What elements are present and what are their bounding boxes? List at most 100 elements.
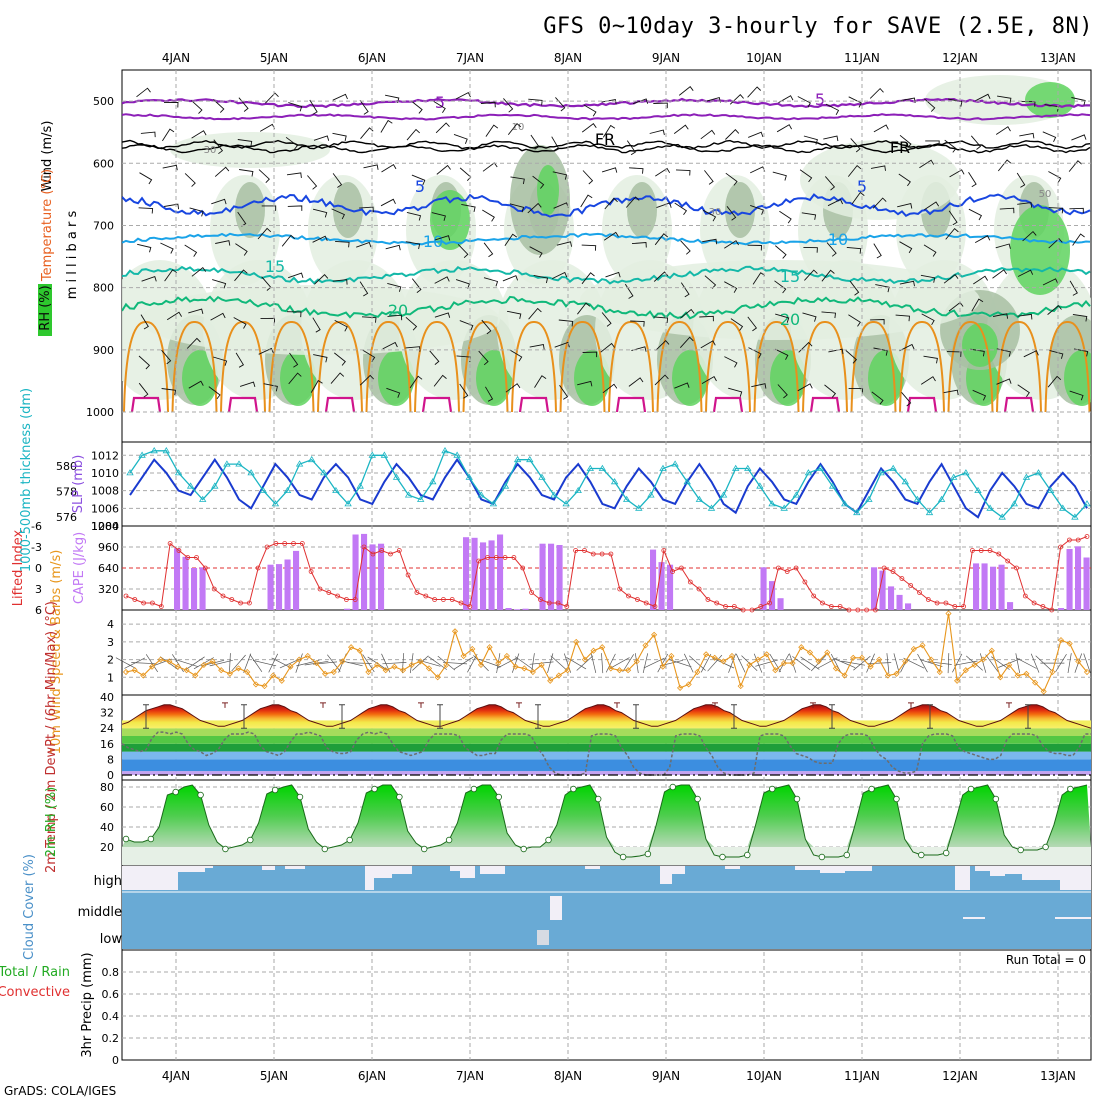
- wind10-barb: [979, 653, 987, 673]
- wind10-barb: [688, 655, 706, 671]
- wind-barb: [503, 98, 514, 113]
- wind10-barb: [833, 658, 856, 669]
- wind-barb: [1092, 377, 1100, 384]
- isotherm-line: [122, 97, 1091, 109]
- temp-axis-title: Temperature (°C): [40, 169, 55, 282]
- wind-barb: [602, 124, 616, 138]
- thickness-axis-title: 1000-500mb thickness (dm): [19, 388, 34, 572]
- thickness-marker: [477, 491, 486, 498]
- temperature-plot: [121, 702, 1092, 776]
- lifted-index-marker: [952, 604, 958, 609]
- cloud-low-bar: [537, 930, 549, 945]
- wind10-barb: [115, 657, 137, 669]
- wind10-marker: [590, 647, 597, 654]
- wind10-marker: [270, 672, 277, 679]
- isotherm-line: [122, 265, 1091, 285]
- wind-barb: [772, 171, 787, 181]
- wind-barb: [828, 348, 844, 355]
- wind-barb: [649, 129, 665, 136]
- wind-barb: [849, 280, 860, 296]
- wind-barb: [558, 319, 574, 327]
- thickness-marker: [126, 469, 134, 476]
- lifted-index-marker: [432, 597, 438, 602]
- wind-barb: [528, 98, 543, 106]
- wind-barb: [485, 124, 499, 137]
- wind10-marker: [564, 667, 571, 674]
- li-tick: -6: [31, 520, 42, 533]
- wind10-barb: [478, 658, 501, 668]
- temp-tick: 40: [100, 691, 114, 704]
- wind10-barb: [172, 654, 184, 673]
- wind-barb: [1017, 384, 1030, 397]
- wind-barb: [405, 241, 421, 250]
- wind-barb: [160, 242, 174, 254]
- wind-barb: [559, 384, 569, 400]
- wind10-barb: [998, 658, 1021, 668]
- wind-barb: [309, 99, 318, 115]
- wind10-marker: [850, 654, 857, 661]
- minmax-whisker: [535, 704, 541, 729]
- isotherm-25-arch: [850, 321, 897, 412]
- wind-barb: [700, 340, 716, 349]
- lifted-index-marker: [555, 600, 561, 606]
- thickness-marker: [937, 495, 946, 502]
- wind-barb: [1048, 207, 1064, 214]
- lifted-index-marker: [767, 600, 772, 606]
- wind10-marker: [486, 644, 493, 651]
- lifted-index-marker: [943, 600, 949, 606]
- lifted-index-marker: [370, 551, 376, 557]
- wind-barb: [626, 140, 636, 156]
- lifted-index-marker: [582, 548, 587, 553]
- minmax-whisker: [320, 702, 326, 708]
- rh2m-marker: [694, 795, 701, 803]
- wind-barb: [993, 313, 1009, 319]
- cloud-high-bar: [374, 866, 392, 878]
- cloud-high-bar: [1022, 866, 1060, 880]
- temp-band: [122, 728, 1091, 736]
- slp-tick: 1008: [91, 485, 119, 498]
- wind10-marker: [503, 652, 510, 660]
- rh-shade: [280, 350, 316, 406]
- cape-bar: [556, 545, 563, 610]
- isotherm-line: [122, 143, 1091, 154]
- wind10-barb: [841, 660, 866, 666]
- wind-barb: [332, 132, 347, 141]
- wind10-marker: [858, 654, 865, 661]
- thickness-marker: [804, 469, 813, 476]
- wind-barb: [923, 244, 937, 257]
- thickness-marker: [465, 473, 473, 480]
- wind-barb: [631, 242, 647, 248]
- rh2m-marker: [943, 849, 950, 857]
- rh2m-marker: [868, 785, 875, 793]
- wind-barb: [161, 349, 172, 365]
- rh2m-marker: [793, 795, 801, 803]
- cape-tick: 1280: [91, 520, 119, 533]
- rh-shade: [235, 182, 265, 238]
- cape-bar: [514, 609, 521, 610]
- rh2m-marker: [570, 785, 577, 793]
- cape-bar: [191, 568, 198, 610]
- wind-barb: [411, 278, 422, 293]
- wind10-barb: [735, 653, 746, 673]
- wind-barb: [287, 205, 303, 211]
- cape-bar: [667, 564, 674, 610]
- wind-barb: [975, 93, 991, 102]
- thickness-marker: [283, 486, 292, 493]
- wind-barb: [552, 171, 568, 180]
- isotherm-30-loop: [324, 396, 356, 412]
- lifted-index-marker: [1014, 565, 1019, 571]
- wind-barb: [385, 244, 401, 251]
- rh2m-tick: 20: [100, 841, 114, 854]
- wind10-marker: [945, 610, 952, 617]
- thickness-marker: [647, 491, 655, 498]
- thickness-tick: 578: [56, 486, 77, 499]
- wind-barb: [213, 356, 228, 366]
- slp-tick: 1004: [91, 520, 119, 533]
- date-label-bottom: 6JAN: [358, 1069, 386, 1083]
- wind-barb: [1019, 132, 1035, 139]
- rh-shade: [627, 182, 657, 238]
- thickness-marker: [962, 469, 970, 476]
- wind10-marker: [434, 674, 441, 681]
- wind10-tick: 3: [107, 636, 114, 649]
- contour-label: 5: [815, 90, 825, 109]
